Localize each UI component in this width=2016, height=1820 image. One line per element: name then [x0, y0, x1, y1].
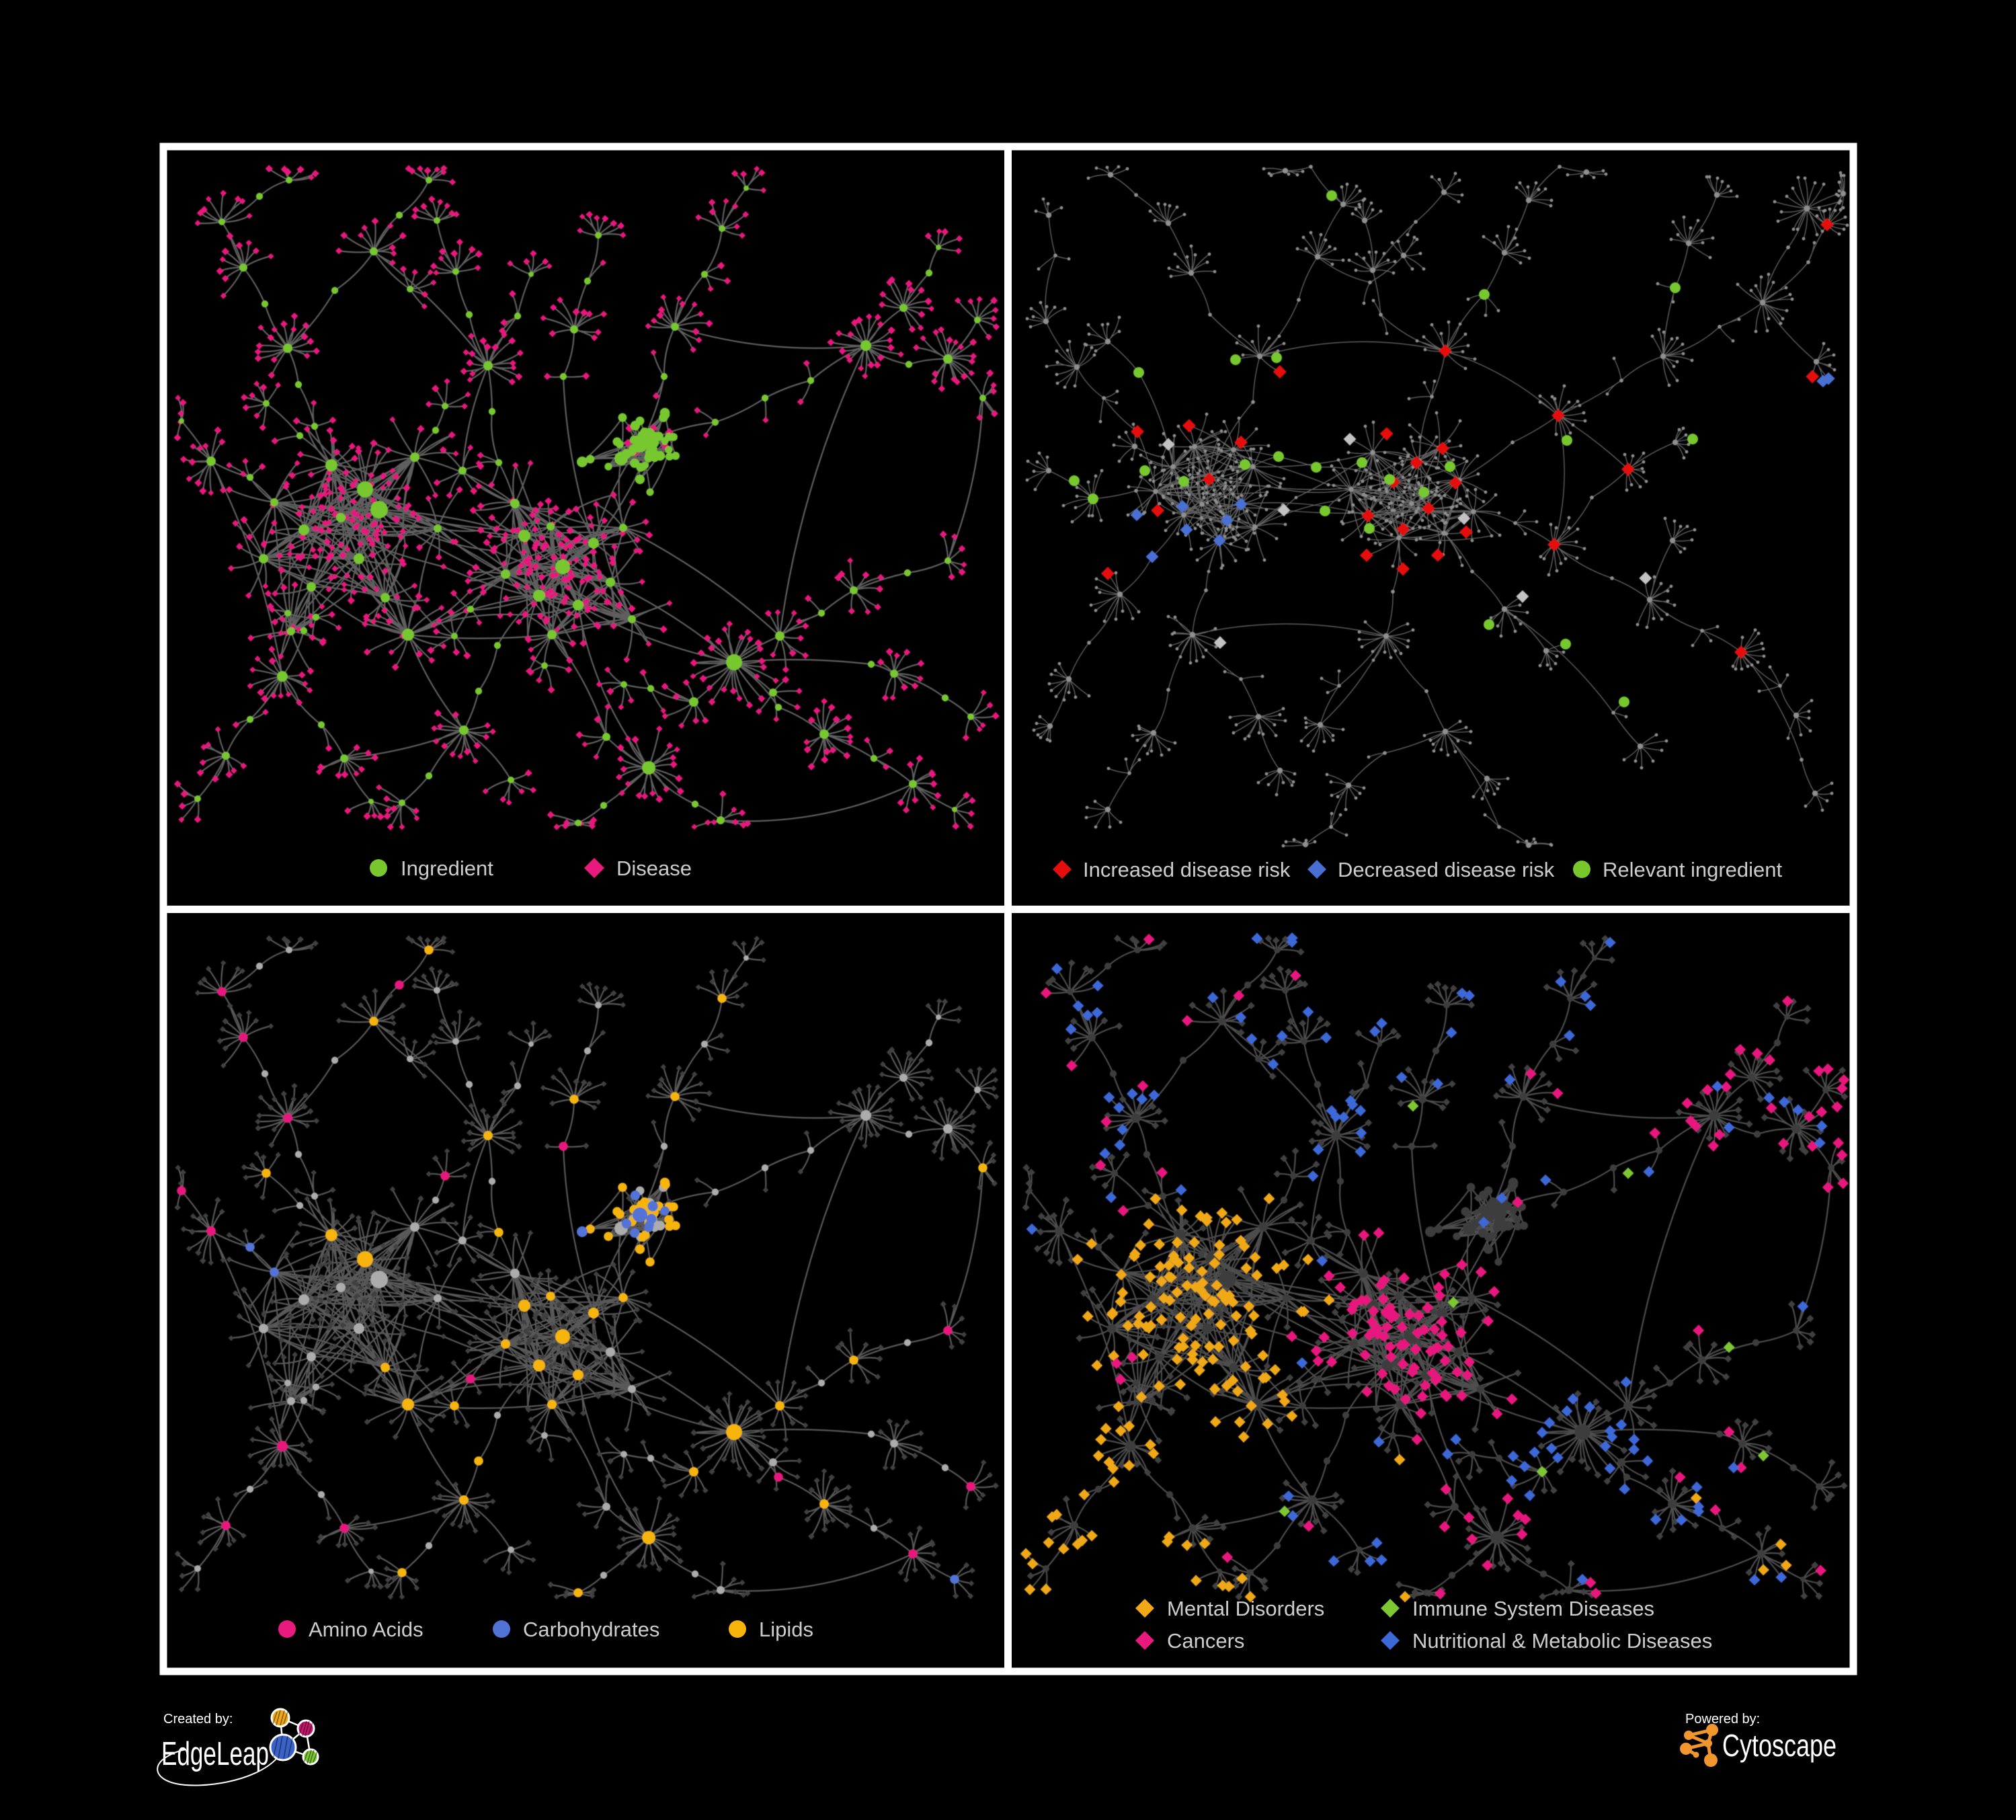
svg-text:Nutritional & Metabolic Diseas: Nutritional & Metabolic Diseases	[1412, 1629, 1712, 1653]
svg-text:Carbohydrates: Carbohydrates	[523, 1618, 659, 1641]
svg-text:Decreased disease risk: Decreased disease risk	[1338, 858, 1555, 881]
svg-text:Cytoscape: Cytoscape	[1722, 1728, 1837, 1763]
svg-text:Created by:: Created by:	[163, 1712, 233, 1727]
svg-text:Lipids: Lipids	[759, 1618, 813, 1641]
svg-text:Cancers: Cancers	[1167, 1629, 1244, 1653]
svg-text:Amino Acids: Amino Acids	[309, 1618, 424, 1641]
svg-text:Powered by:: Powered by:	[1685, 1712, 1760, 1727]
svg-text:Increased disease risk: Increased disease risk	[1083, 858, 1291, 881]
svg-text:Immune System Diseases: Immune System Diseases	[1412, 1597, 1654, 1620]
svg-text:Mental Disorders: Mental Disorders	[1167, 1597, 1324, 1620]
svg-text:Disease: Disease	[616, 857, 692, 880]
svg-text:EdgeLeap: EdgeLeap	[161, 1736, 269, 1772]
svg-text:Ingredient: Ingredient	[401, 857, 493, 880]
svg-text:Relevant ingredient: Relevant ingredient	[1603, 858, 1783, 881]
